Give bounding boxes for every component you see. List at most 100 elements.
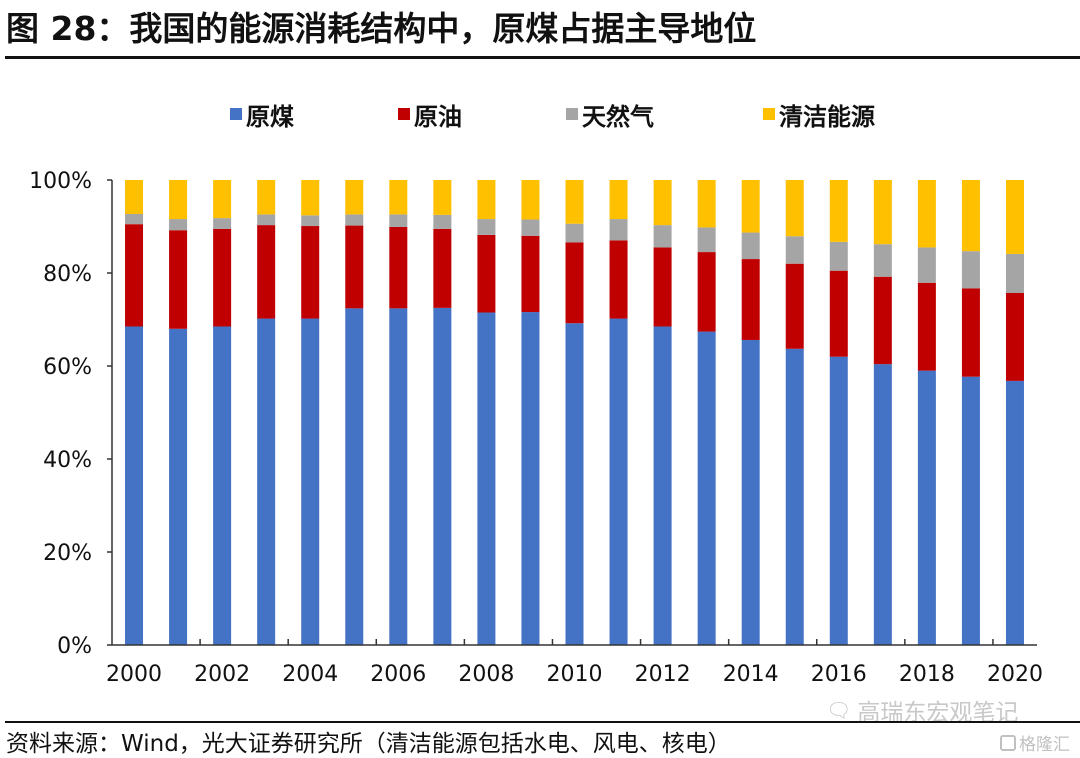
bar-2020-segment-0 — [1005, 380, 1024, 645]
bar-2007-segment-1 — [433, 228, 452, 308]
bar-2009-segment-0 — [521, 312, 540, 645]
bar-2008-segment-2 — [477, 219, 496, 235]
bar-2004-segment-0 — [301, 318, 320, 645]
bar-2006-segment-0 — [389, 308, 408, 645]
bar-2000-segment-1 — [125, 224, 144, 327]
bar-2002-segment-2 — [213, 218, 232, 229]
bar-2017-segment-1 — [873, 276, 892, 365]
gelonghui-watermark: 格隆汇 — [1000, 730, 1070, 755]
legend-swatch-clean — [763, 108, 775, 120]
bar-2011-segment-2 — [609, 219, 628, 241]
legend-swatch-coal — [230, 108, 242, 120]
bar-2006-segment-2 — [389, 214, 408, 227]
bar-2001-segment-2 — [169, 219, 188, 231]
x-tick-label: 2004 — [282, 662, 338, 687]
source-note: 资料来源：Wind，光大证券研究所（清洁能源包括水电、风电、核电） — [6, 731, 731, 757]
y-tick-label: 20% — [43, 541, 92, 566]
bar-2020-segment-3 — [1005, 180, 1024, 254]
bar-2018-segment-1 — [917, 282, 936, 371]
bar-2016-segment-1 — [829, 270, 848, 357]
bar-2000-segment-2 — [125, 213, 144, 225]
bar-2012-segment-1 — [653, 247, 672, 327]
legend-swatch-oil — [398, 108, 410, 120]
bar-2012-segment-3 — [653, 180, 672, 226]
bar-2001-segment-0 — [169, 328, 188, 645]
bar-2015-segment-3 — [785, 180, 804, 237]
x-tick-label: 2016 — [811, 662, 867, 687]
bar-2005-segment-0 — [345, 308, 364, 645]
legend-item-clean: 清洁能源 — [763, 96, 875, 132]
legend-label-coal: 原煤 — [246, 102, 294, 131]
bar-2019-segment-0 — [961, 376, 980, 645]
bar-2013-segment-0 — [697, 331, 716, 645]
bar-2006-segment-3 — [389, 180, 408, 215]
bar-2001-segment-3 — [169, 180, 188, 220]
chart-legend: 原煤 原油 天然气 清洁能源 — [0, 96, 1080, 132]
bar-2014-segment-3 — [741, 180, 760, 233]
bar-2001-segment-1 — [169, 230, 188, 329]
bar-2002-segment-3 — [213, 180, 232, 219]
bar-2011-segment-1 — [609, 240, 628, 319]
bar-2016-segment-0 — [829, 356, 848, 645]
bar-2019-segment-3 — [961, 180, 980, 252]
x-tick-label: 2012 — [635, 662, 691, 687]
x-tick-label: 2020 — [987, 662, 1043, 687]
bar-2002-segment-0 — [213, 326, 232, 645]
x-tick-label: 2014 — [723, 662, 779, 687]
legend-label-clean: 清洁能源 — [779, 102, 875, 131]
y-tick-label: 40% — [43, 448, 92, 473]
bar-2015-segment-0 — [785, 348, 804, 645]
x-tick-label: 2006 — [370, 662, 426, 687]
gelonghui-watermark-text: 格隆汇 — [1019, 735, 1070, 755]
bar-2019-segment-1 — [961, 288, 980, 377]
source-divider — [5, 721, 1080, 723]
title-divider — [5, 56, 1080, 59]
gelonghui-logo-icon — [1000, 734, 1016, 751]
x-tick-label: 2002 — [194, 662, 250, 687]
x-tick-label: 2018 — [899, 662, 955, 687]
bar-2018-segment-0 — [917, 370, 936, 645]
legend-item-coal: 原煤 — [230, 96, 294, 132]
bar-2017-segment-3 — [873, 180, 892, 245]
bar-2012-segment-0 — [653, 326, 672, 645]
bar-2003-segment-1 — [257, 225, 276, 319]
bar-2016-segment-2 — [829, 241, 848, 271]
bar-2012-segment-2 — [653, 225, 672, 248]
bar-2013-segment-1 — [697, 252, 716, 332]
bar-2004-segment-1 — [301, 226, 320, 319]
bar-2018-segment-2 — [917, 247, 936, 283]
bar-2014-segment-0 — [741, 339, 760, 645]
legend-item-gas: 天然气 — [566, 96, 654, 132]
legend-item-oil: 原油 — [398, 96, 462, 132]
stacked-bar-chart: 0% 20% 40% 60% 80% 100% 2000 2002 2004 2006 2008 20… — [29, 169, 1043, 687]
legend-label-oil: 原油 — [414, 102, 462, 131]
x-tick-label: 2008 — [458, 662, 514, 687]
bar-2007-segment-2 — [433, 214, 452, 229]
bar-2017-segment-0 — [873, 364, 892, 645]
y-tick-label: 80% — [43, 262, 92, 287]
bar-2016-segment-3 — [829, 180, 848, 242]
wechat-bubble-icon: 🗨 — [826, 698, 852, 722]
bar-2007-segment-0 — [433, 307, 452, 645]
bar-2008-segment-3 — [477, 180, 496, 220]
bar-2000-segment-0 — [125, 326, 144, 645]
bar-2003-segment-0 — [257, 318, 276, 645]
bar-2020-segment-1 — [1005, 292, 1024, 381]
bar-2014-segment-1 — [741, 259, 760, 340]
bar-2004-segment-2 — [301, 215, 320, 227]
bar-2013-segment-2 — [697, 227, 716, 253]
bar-2008-segment-0 — [477, 312, 496, 645]
bar-2003-segment-3 — [257, 180, 276, 215]
bar-2000-segment-3 — [125, 180, 144, 214]
bar-2014-segment-2 — [741, 232, 760, 260]
bar-2008-segment-1 — [477, 234, 496, 313]
bar-2011-segment-0 — [609, 318, 628, 645]
bar-2015-segment-1 — [785, 263, 804, 349]
bar-2005-segment-2 — [345, 214, 364, 226]
bar-2010-segment-3 — [565, 180, 584, 224]
bar-2005-segment-1 — [345, 225, 364, 309]
bar-2002-segment-1 — [213, 228, 232, 327]
figure-title: 图 28：我国的能源消耗结构中，原煤占据主导地位 — [6, 9, 757, 48]
y-tick-label: 100% — [29, 169, 92, 194]
bar-2010-segment-2 — [565, 223, 584, 243]
